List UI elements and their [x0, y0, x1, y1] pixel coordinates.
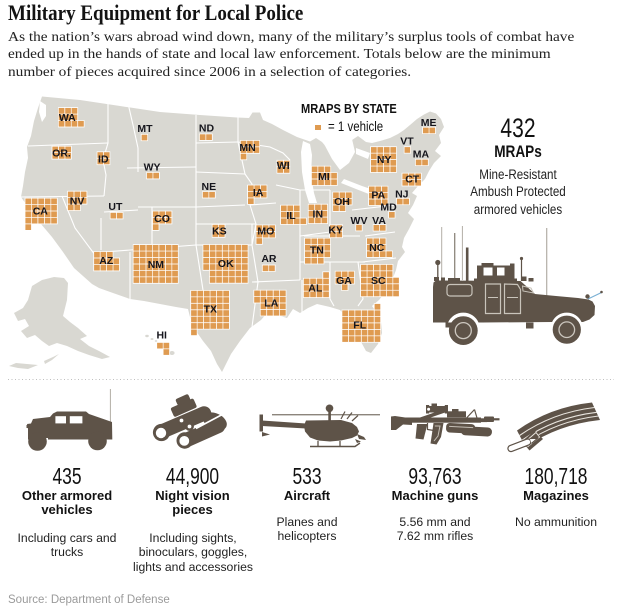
svg-text:IN: IN — [313, 209, 324, 221]
svg-text:NC: NC — [369, 242, 385, 254]
svg-text:NJ: NJ — [395, 189, 409, 201]
svg-text:GA: GA — [336, 275, 352, 287]
svg-text:AL: AL — [308, 283, 323, 295]
svg-text:NM: NM — [148, 259, 165, 271]
svg-text:MN: MN — [239, 142, 255, 154]
svg-text:SC: SC — [371, 275, 386, 287]
svg-text:MI: MI — [318, 171, 330, 183]
svg-text:LA: LA — [264, 298, 278, 310]
svg-text:CT: CT — [405, 173, 420, 185]
svg-text:WA: WA — [59, 112, 76, 124]
svg-text:AR: AR — [261, 253, 277, 265]
svg-text:CO: CO — [154, 213, 170, 225]
svg-text:NY: NY — [377, 154, 392, 166]
svg-text:NE: NE — [202, 181, 217, 193]
svg-text:OR.: OR. — [52, 147, 71, 159]
svg-text:WV: WV — [351, 215, 368, 227]
svg-text:ID: ID — [98, 153, 109, 165]
svg-text:NV: NV — [70, 195, 85, 207]
svg-text:KY: KY — [328, 225, 343, 237]
svg-text:MT: MT — [137, 123, 153, 135]
svg-text:IL: IL — [286, 210, 296, 222]
svg-text:MO: MO — [257, 225, 274, 237]
svg-text:WI: WI — [277, 160, 290, 172]
svg-text:KS: KS — [212, 225, 227, 237]
svg-text:AZ: AZ — [99, 255, 114, 267]
svg-text:MA: MA — [413, 148, 430, 160]
svg-text:HI: HI — [156, 329, 167, 341]
svg-text:UT: UT — [108, 201, 123, 213]
svg-text:MD: MD — [380, 201, 397, 213]
svg-text:CA: CA — [33, 205, 49, 217]
svg-text:ME: ME — [421, 117, 437, 129]
svg-text:ND: ND — [199, 123, 215, 135]
svg-text:TN: TN — [310, 245, 324, 257]
svg-text:WY: WY — [144, 162, 161, 174]
svg-text:OK: OK — [218, 258, 234, 270]
svg-text:VA: VA — [372, 215, 386, 227]
svg-text:PA: PA — [371, 190, 385, 202]
svg-text:OH: OH — [334, 196, 350, 208]
svg-text:IA: IA — [253, 187, 264, 199]
svg-text:TX: TX — [204, 303, 217, 315]
svg-text:FL: FL — [353, 320, 366, 332]
svg-text:VT: VT — [400, 135, 414, 147]
